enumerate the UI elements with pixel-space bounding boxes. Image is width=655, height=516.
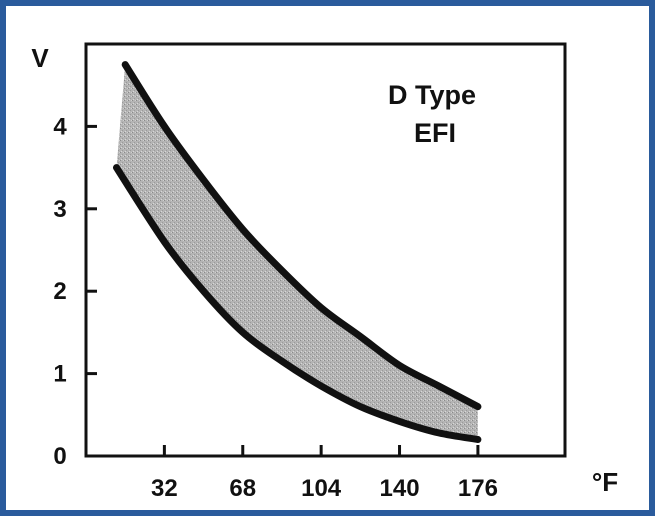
y-axis-label: V xyxy=(31,43,49,73)
x-tick-label: 68 xyxy=(229,475,256,502)
annotation-efi: EFI xyxy=(414,118,456,148)
lower-bound-curve xyxy=(113,164,482,443)
y-tick-label: 1 xyxy=(53,361,66,388)
y-tick-label: 2 xyxy=(53,278,66,305)
x-tick-label: 32 xyxy=(151,475,178,502)
tolerance-band xyxy=(116,64,478,440)
x-tick-label: 104 xyxy=(301,475,342,502)
x-tick-label: 140 xyxy=(380,475,420,502)
upper-bound-curve xyxy=(121,61,482,411)
annotation-d-type: D Type xyxy=(388,80,476,110)
x-axis-label: °F xyxy=(592,467,618,497)
x-tick-label: 176 xyxy=(458,475,498,502)
plot-area xyxy=(84,42,567,458)
plot-border xyxy=(84,42,567,458)
y-tick-label: 3 xyxy=(53,196,66,223)
y-tick-label: 4 xyxy=(53,113,67,140)
y-tick-label: 0 xyxy=(53,443,66,470)
